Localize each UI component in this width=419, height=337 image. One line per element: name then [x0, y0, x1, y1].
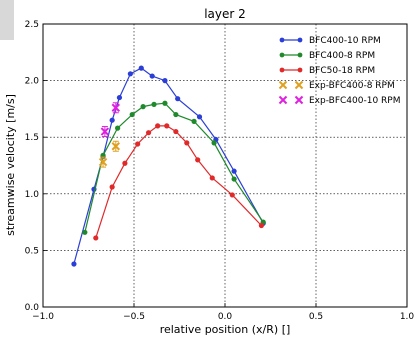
data-point	[195, 157, 201, 163]
series-line	[73, 67, 264, 265]
data-point	[173, 111, 179, 118]
data-point	[115, 125, 121, 131]
data-point	[71, 261, 77, 267]
data-point	[111, 103, 121, 112]
data-point	[191, 118, 197, 124]
corner-overlay	[0, 0, 14, 40]
data-point	[127, 71, 133, 77]
legend-marker-stroke-b	[294, 95, 304, 105]
series-2	[82, 100, 266, 235]
data-point	[231, 176, 237, 182]
legend-item-2: BFC400-8 RPM	[279, 51, 375, 61]
data-point	[164, 123, 170, 129]
legend-marker-stroke-b	[294, 80, 304, 90]
y-tick-label: 2.0	[25, 77, 40, 87]
x-tick-label: −1.0	[32, 312, 54, 322]
legend-marker	[297, 52, 303, 58]
legend-label: Exp-BFC400-8 RPM	[309, 81, 395, 91]
data-point	[140, 104, 146, 110]
data-point	[82, 229, 88, 235]
data-point	[175, 96, 181, 102]
legend-marker	[297, 67, 303, 73]
x-tick-label: 0.0	[218, 312, 233, 322]
series-line	[84, 102, 264, 233]
data-point	[100, 127, 110, 136]
series-5	[100, 102, 121, 138]
legend-marker	[278, 95, 288, 105]
legend-marker	[279, 37, 285, 43]
series-4	[98, 140, 121, 168]
data-point-stroke-b	[98, 157, 108, 167]
legend-item-1: BFC400-10 RPM	[279, 36, 381, 46]
legend-marker	[279, 52, 285, 58]
data-point	[229, 192, 235, 198]
data-point	[162, 78, 168, 84]
data-point	[116, 94, 123, 101]
series-3	[93, 123, 264, 241]
legend-marker	[297, 37, 303, 43]
data-point	[258, 222, 264, 229]
legend-item-4: Exp-BFC400-8 RPM	[278, 80, 395, 91]
y-tick-label: 2.5	[25, 20, 39, 30]
axis-ticks: −1.0 −0.5 0.0 0.5 1.0 0.0 0.5 1.0 1.5 2.0 2.5	[25, 20, 415, 322]
data-point	[231, 168, 237, 174]
data-point	[209, 175, 215, 181]
data-point	[151, 101, 157, 107]
data-point	[138, 65, 144, 71]
data-point	[149, 73, 155, 79]
legend-marker	[279, 67, 285, 73]
data-point	[135, 141, 141, 147]
legend-item-3: BFC50-18 RPM	[279, 66, 375, 76]
data-point	[111, 142, 121, 151]
data-point	[109, 184, 115, 190]
legend-label: Exp-BFC400-10 RPM	[309, 96, 400, 106]
y-tick-label: 1.5	[25, 133, 39, 143]
data-point	[173, 128, 179, 135]
legend-marker	[278, 80, 288, 90]
data-point	[162, 100, 168, 106]
x-axis-label: relative position (x/R) []	[160, 323, 291, 336]
chart-title: layer 2	[204, 7, 246, 21]
legend-marker	[294, 80, 304, 90]
y-tick-label: 1.0	[25, 190, 40, 200]
legend: BFC400-10 RPM BFC400-8 RPM BFC50-18 RPM Exp…	[278, 36, 400, 106]
data-point-stroke-b	[100, 127, 110, 136]
y-tick-label: 0.0	[25, 303, 40, 313]
y-tick-label: 0.5	[25, 246, 39, 256]
x-tick-label: 1.0	[400, 312, 415, 322]
x-tick-label: 0.5	[309, 312, 323, 322]
legend-label: BFC50-18 RPM	[309, 66, 375, 76]
data-point	[109, 117, 115, 123]
data-point	[93, 235, 99, 241]
data-point	[122, 160, 128, 166]
data-point	[129, 111, 135, 118]
data-point-stroke-b	[111, 142, 121, 151]
legend-marker-stroke-b	[278, 95, 288, 105]
legend-item-5: Exp-BFC400-10 RPM	[278, 95, 400, 106]
legend-label: BFC400-8 RPM	[309, 51, 375, 61]
data-point	[145, 130, 152, 136]
legend-label: BFC400-10 RPM	[309, 36, 381, 46]
data-point	[196, 114, 203, 120]
data-point	[98, 157, 108, 167]
x-tick-label: −0.5	[123, 312, 145, 322]
data-point	[211, 140, 217, 146]
data-point	[184, 140, 190, 146]
data-point	[155, 123, 161, 129]
legend-marker-stroke-b	[278, 80, 288, 90]
data-point-stroke-b	[111, 103, 121, 112]
y-axis-label: streamwise velocity [m/s]	[4, 94, 17, 236]
series-layer	[71, 65, 266, 267]
legend-marker	[294, 95, 304, 105]
